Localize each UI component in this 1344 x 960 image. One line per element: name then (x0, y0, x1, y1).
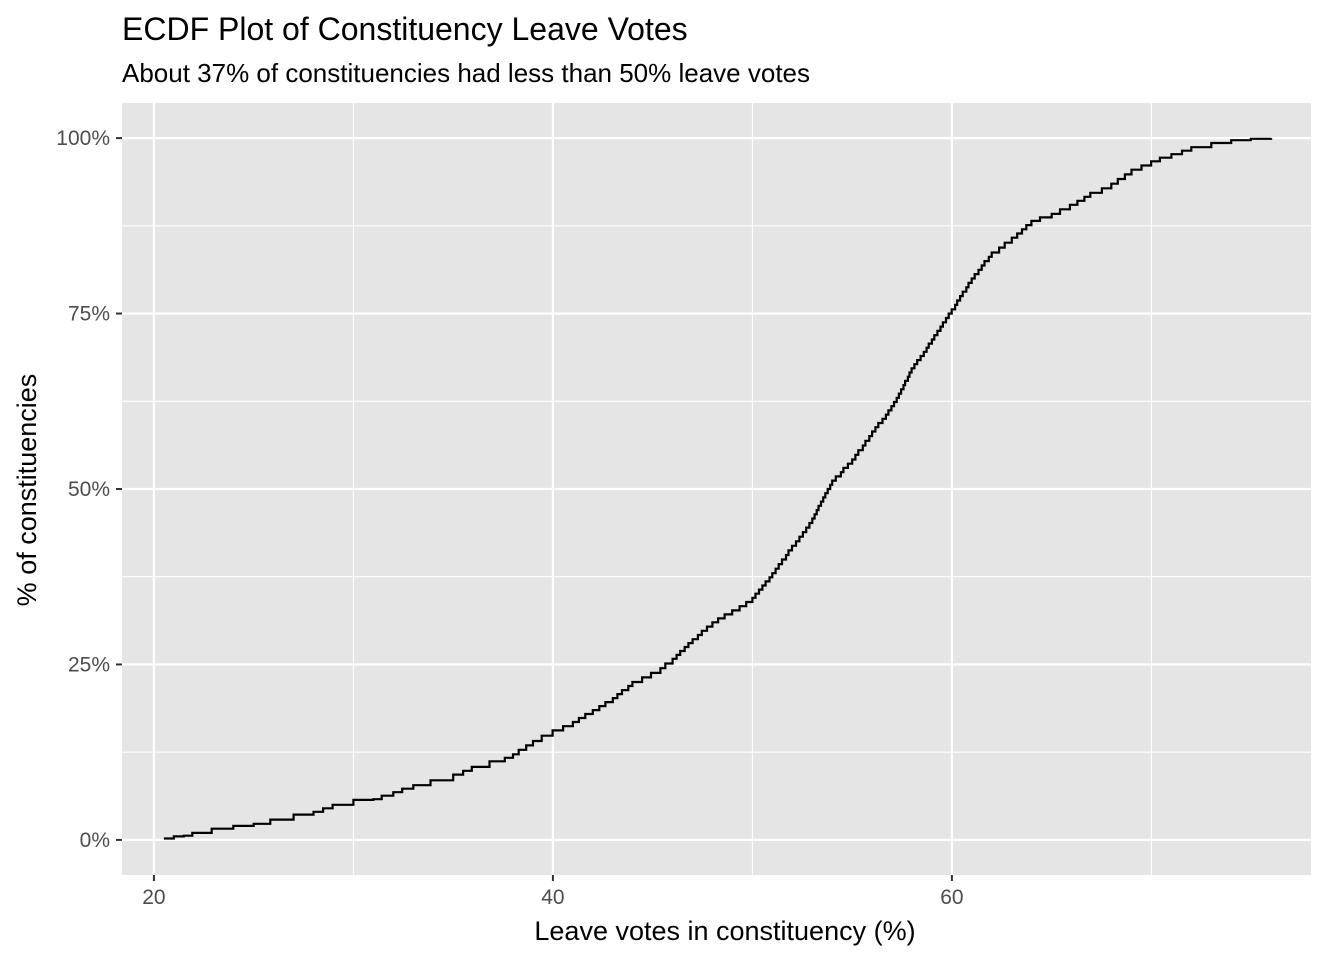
chart-title: ECDF Plot of Constituency Leave Votes (122, 11, 688, 47)
major-gridlines (122, 103, 1311, 875)
y-tick-label: 75% (68, 303, 110, 326)
x-tick-label: 20 (142, 886, 165, 909)
y-tick-label: 100% (56, 127, 110, 150)
y-axis-title: % of constituencies (12, 374, 42, 607)
series-layer (163, 137, 1273, 840)
x-tick-label: 60 (940, 886, 963, 909)
y-tick-label: 0% (80, 829, 110, 852)
x-tick-label: 40 (541, 886, 564, 909)
ecdf-line (163, 137, 1273, 840)
x-axis-title: Leave votes in constituency (%) (534, 916, 915, 946)
y-tick-label: 50% (68, 478, 110, 501)
y-tick-label: 25% (68, 653, 110, 676)
chart-subtitle: About 37% of constituencies had less tha… (122, 58, 810, 88)
x-axis: 20 40 60 (142, 875, 964, 909)
y-axis: 0% 25% 50% 75% 100% (56, 127, 122, 852)
